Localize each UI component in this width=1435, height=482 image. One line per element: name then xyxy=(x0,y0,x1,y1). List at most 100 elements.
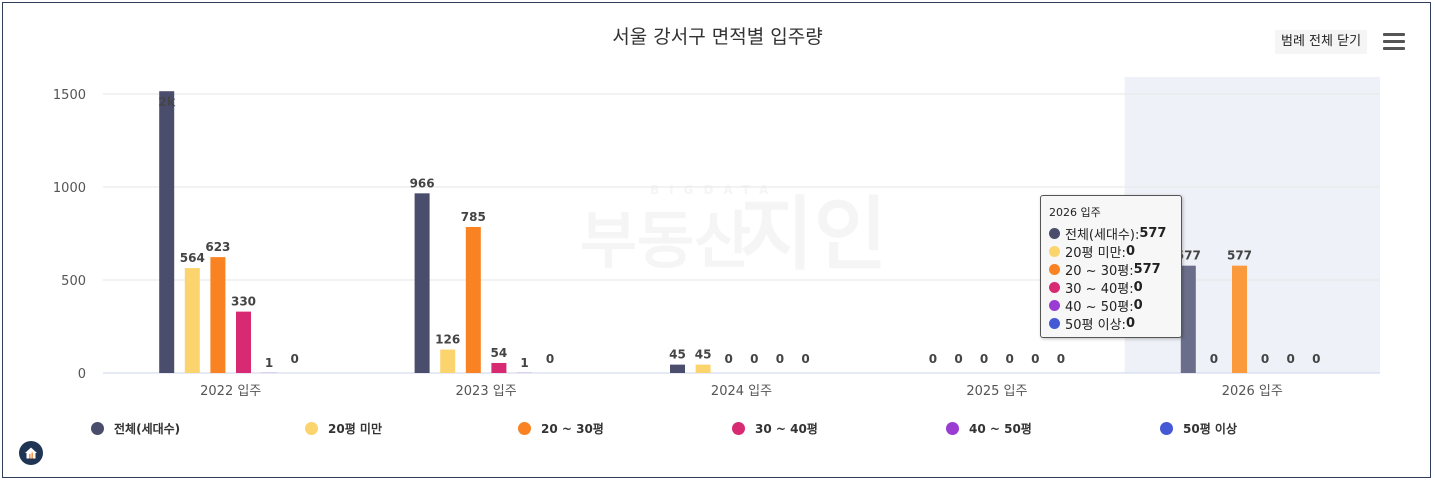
data-label: 330 xyxy=(231,295,256,309)
tooltip-label: 30 ~ 40평: xyxy=(1065,281,1134,297)
data-label: 564 xyxy=(180,251,205,265)
tooltip-value: 0 xyxy=(1125,315,1135,331)
legend-item[interactable]: 30 ~ 40평 xyxy=(732,420,818,437)
bar[interactable] xyxy=(1232,265,1247,373)
bar[interactable] xyxy=(210,257,226,373)
data-label: 0 xyxy=(546,352,554,366)
legend-color-dot xyxy=(518,422,531,435)
tooltip-value: 0 xyxy=(1125,243,1135,259)
tooltip-color-dot xyxy=(1049,227,1060,239)
bar[interactable] xyxy=(414,193,430,373)
y-tick-label: 1500 xyxy=(53,88,86,103)
data-label: 577 xyxy=(1176,249,1201,263)
data-label: 785 xyxy=(461,210,486,224)
x-tick-label: 2026 입주 xyxy=(1222,384,1283,399)
svg-text:지인: 지인 xyxy=(740,188,887,281)
legend-color-dot xyxy=(946,422,959,435)
home-icon[interactable] xyxy=(19,441,43,465)
legend-color-dot xyxy=(305,422,318,435)
watermark-logo: BIGDATA 부동산 지인 xyxy=(580,183,887,281)
legend-label: 20 ~ 30평 xyxy=(541,422,604,436)
data-label: 0 xyxy=(954,352,962,366)
data-label: 0 xyxy=(1006,352,1014,366)
svg-text:부동산: 부동산 xyxy=(580,204,751,277)
bar[interactable] xyxy=(670,364,685,373)
data-label: 0 xyxy=(1287,352,1295,366)
data-label: 0 xyxy=(1210,352,1218,366)
tooltip-label: 20 ~ 30평: xyxy=(1065,263,1134,279)
bar[interactable] xyxy=(1180,265,1196,373)
legend-item[interactable]: 전체(세대수) xyxy=(91,420,180,437)
legend-color-dot xyxy=(732,422,745,435)
data-label: 45 xyxy=(669,348,686,362)
data-label: 0 xyxy=(1261,352,1269,366)
tooltip-label: 50평 이상: xyxy=(1065,317,1126,333)
x-tick-label: 2025 입주 xyxy=(966,384,1027,399)
legend-color-dot xyxy=(1160,422,1173,435)
data-label: 0 xyxy=(801,352,809,366)
bar[interactable] xyxy=(491,362,507,373)
data-label: 2k xyxy=(159,95,176,109)
tooltip-color-dot xyxy=(1049,281,1060,293)
tooltip-title: 2026 입주 xyxy=(1049,206,1101,219)
legend-toggle-button[interactable]: 범례 전체 닫기 xyxy=(1275,30,1368,54)
data-label: 126 xyxy=(435,333,460,347)
legend-label: 50평 이상 xyxy=(1183,422,1237,436)
data-label: 0 xyxy=(929,352,937,366)
legend-label: 40 ~ 50평 xyxy=(969,422,1032,436)
data-label: 0 xyxy=(980,352,988,366)
legend-label: 30 ~ 40평 xyxy=(755,422,818,436)
chart-legend: 전체(세대수) 20평 미만 20 ~ 30평 30 ~ 40평 40 ~ 50평 50평… xyxy=(0,420,1435,442)
bar[interactable] xyxy=(184,268,200,373)
y-tick-label: 1000 xyxy=(53,181,86,196)
legend-item[interactable]: 20 ~ 30평 xyxy=(518,420,604,437)
tooltip-label: 20평 미만: xyxy=(1065,245,1126,261)
tooltip-row: 50평 이상: 0 xyxy=(1049,314,1173,333)
data-label: 45 xyxy=(695,348,712,362)
x-tick-label: 2024 입주 xyxy=(711,384,772,399)
tooltip-value: 577 xyxy=(1139,225,1167,241)
chart-title: 서울 강서구 면적별 입주량 xyxy=(612,26,823,48)
bar[interactable] xyxy=(159,91,175,374)
data-label: 0 xyxy=(1312,352,1320,366)
tooltip-label: 전체(세대수): xyxy=(1065,227,1140,243)
tooltip-color-dot xyxy=(1049,317,1060,329)
data-label: 0 xyxy=(750,352,758,366)
tooltip-color-dot xyxy=(1049,245,1060,257)
bar[interactable] xyxy=(695,364,711,373)
legend-label: 전체(세대수) xyxy=(114,422,181,436)
legend-label: 20평 미만 xyxy=(328,422,382,436)
legend-item[interactable]: 20평 미만 xyxy=(305,420,382,437)
data-label: 0 xyxy=(1057,352,1065,366)
legend-item[interactable]: 40 ~ 50평 xyxy=(946,420,1032,437)
tooltip-value: 0 xyxy=(1133,297,1143,313)
tooltip-row: 30 ~ 40평: 0 xyxy=(1049,278,1173,297)
data-label: 0 xyxy=(1031,352,1039,366)
bar[interactable] xyxy=(440,349,456,373)
tooltip-label: 40 ~ 50평: xyxy=(1065,299,1134,315)
data-label: 0 xyxy=(291,352,299,366)
data-label: 54 xyxy=(491,346,508,360)
legend-item[interactable]: 50평 이상 xyxy=(1160,420,1237,437)
x-tick-label: 2023 입주 xyxy=(456,384,517,399)
y-tick-label: 500 xyxy=(61,274,86,289)
tooltip-color-dot xyxy=(1049,263,1060,275)
tooltip-row: 40 ~ 50평: 0 xyxy=(1049,296,1173,315)
legend-color-dot xyxy=(91,422,104,435)
data-label: 623 xyxy=(205,240,230,254)
x-tick-label: 2022 입주 xyxy=(200,384,261,399)
y-tick-label: 0 xyxy=(78,367,86,382)
bar[interactable] xyxy=(236,311,251,373)
tooltip-row: 20평 미만: 0 xyxy=(1049,242,1173,261)
bar[interactable] xyxy=(465,226,481,373)
tooltip-row: 20 ~ 30평: 577 xyxy=(1049,260,1173,279)
hamburger-menu-icon[interactable] xyxy=(1383,33,1405,51)
tooltip-value: 577 xyxy=(1133,261,1161,277)
tooltip-row: 전체(세대수): 577 xyxy=(1049,224,1173,243)
data-label: 0 xyxy=(776,352,784,366)
tooltip: 2026 입주 전체(세대수): 577 20평 미만: 0 20 ~ 30평: 5… xyxy=(1040,195,1182,338)
data-label: 1 xyxy=(265,356,273,370)
data-label: 1 xyxy=(520,356,528,370)
data-label: 966 xyxy=(410,176,435,190)
